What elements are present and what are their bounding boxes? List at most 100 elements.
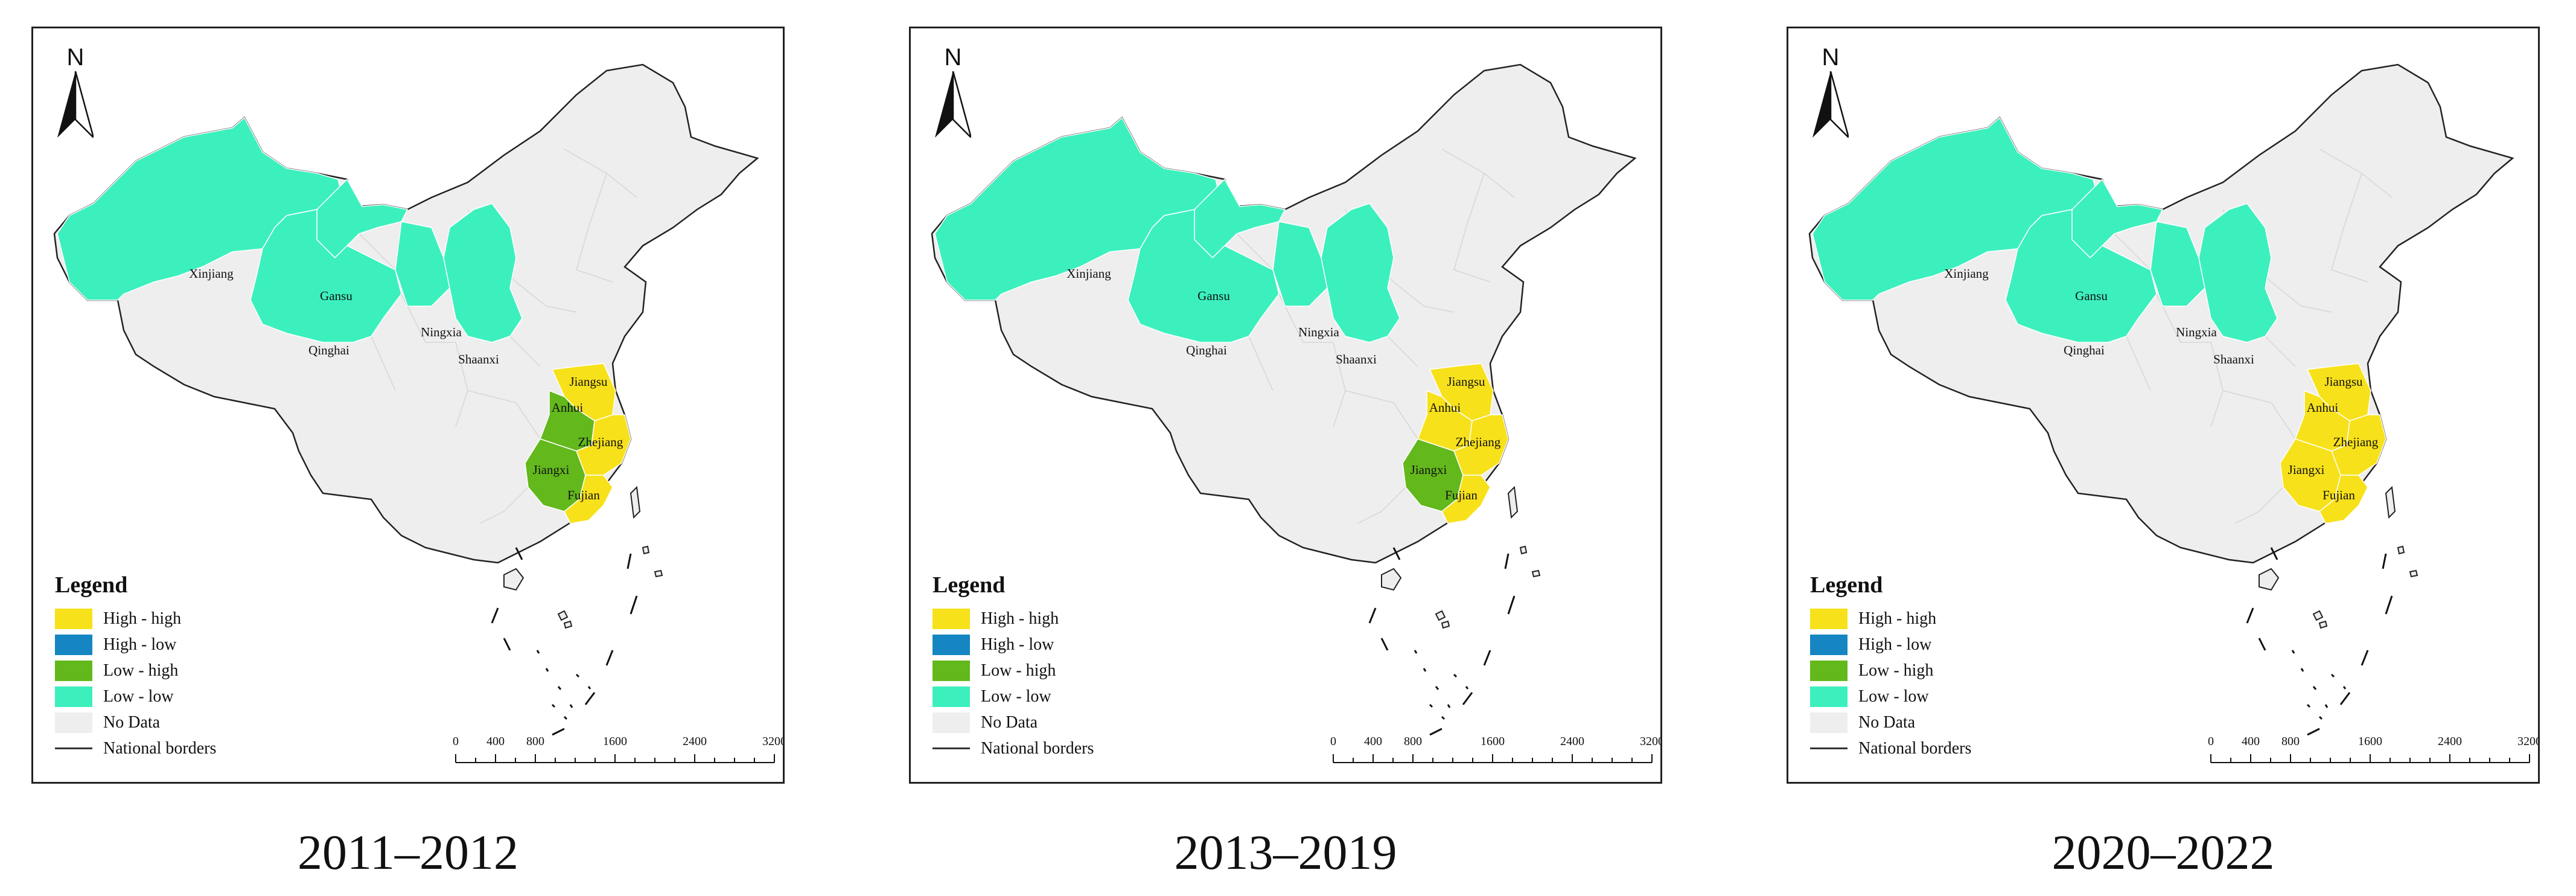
- legend-swatch: [933, 608, 970, 629]
- province-label-jiangsu: Jiangsu: [1447, 374, 1486, 389]
- north-label: N: [66, 44, 84, 71]
- legend-swatch: [55, 608, 92, 629]
- sea-boundary-dash: [2330, 673, 2335, 678]
- province-label-qinghai: Qinghai: [1186, 343, 1227, 357]
- sea-boundary-dash: [605, 650, 614, 666]
- scale-bar-graphic: [2210, 754, 2530, 763]
- north-arrow: N: [57, 44, 95, 141]
- province-label-qinghai: Qinghai: [308, 343, 349, 357]
- scale-tick-label: 400: [2242, 735, 2260, 748]
- legend-label: High - low: [981, 635, 1054, 654]
- sea-boundary-dash: [2318, 715, 2323, 720]
- scale-tick-label: 0: [1330, 735, 1336, 748]
- sea-boundary-dash: [2342, 686, 2347, 690]
- sea-boundary-dash: [515, 547, 523, 560]
- sea-boundary-dash: [626, 553, 632, 569]
- province-shaanxi: [1321, 203, 1400, 343]
- legend-title: Legend: [55, 572, 128, 598]
- north-arrow-icon: [1812, 71, 1851, 141]
- legend-swatch: [933, 660, 970, 681]
- legend-item: High - low: [55, 632, 260, 658]
- north-arrow-icon: [57, 71, 95, 141]
- province-label-shaanxi: Shaanxi: [2213, 352, 2254, 366]
- legend-label: High - high: [1858, 609, 1937, 628]
- scale-tick-label: 0: [453, 735, 459, 748]
- province-shaanxi: [2198, 203, 2278, 343]
- legend-item: High - low: [1810, 632, 2015, 658]
- legend-label: High - low: [1858, 635, 1932, 654]
- legend-title: Legend: [933, 572, 1006, 598]
- legend-swatch: [1810, 686, 1848, 707]
- north-arrow: N: [935, 44, 973, 141]
- sea-boundary-dash: [551, 703, 556, 708]
- sea-boundary-dash: [2270, 547, 2278, 560]
- legend-swatch: [1810, 660, 1848, 681]
- legend-label: High - high: [981, 609, 1059, 628]
- province-boundary: [1453, 269, 1491, 283]
- legend-label: Low - low: [1858, 686, 1929, 706]
- legend: Legend High - high High - low Low - high Low…: [933, 572, 1138, 761]
- sea-boundary-dash: [1462, 692, 1473, 705]
- province-boundary: [2156, 293, 2211, 343]
- scale-tick-label: 3200: [1640, 735, 1662, 748]
- scale-tick-label: 0: [2208, 735, 2214, 748]
- sea-boundary-dash: [575, 673, 580, 678]
- province-boundary: [2234, 487, 2284, 524]
- province-label-fujian: Fujian: [567, 488, 600, 502]
- scale-tick-label: 3200: [2517, 735, 2540, 748]
- province-boundary: [467, 390, 541, 440]
- legend-item: Low - high: [933, 658, 1138, 683]
- sea-boundary-dash: [1483, 650, 1491, 666]
- province-boundary: [401, 293, 456, 343]
- province-label-xinjiang: Xinjiang: [189, 266, 234, 281]
- sea-boundary-dash: [1423, 668, 1427, 672]
- scale-tick-label: 400: [486, 735, 505, 748]
- province-label-anhui: Anhui: [1429, 400, 1461, 415]
- province-zhejiang: [2331, 414, 2386, 476]
- sea-boundary-dash: [2300, 668, 2304, 672]
- province-boundary: [2331, 269, 2368, 283]
- legend-swatch: [1810, 634, 1848, 655]
- sea-boundary-dash: [1435, 686, 1439, 690]
- province-label-gansu: Gansu: [320, 289, 352, 303]
- legend-label: Low - high: [1858, 661, 1934, 680]
- scale-tick-label: 2400: [683, 735, 707, 748]
- north-label: N: [944, 44, 962, 71]
- legend: Legend High - high High - low Low - high Low…: [55, 572, 260, 761]
- scale-tick-label: 1600: [2358, 735, 2382, 748]
- sea-boundary-dash: [503, 638, 511, 651]
- sea-boundary-dash: [1380, 638, 1389, 651]
- province-label-zhejiang: Zhejiang: [1456, 435, 1501, 449]
- panel-caption: 2011–2012: [298, 825, 518, 880]
- north-label: N: [1822, 44, 1840, 71]
- province-fujian: [564, 475, 613, 524]
- province-label-gansu: Gansu: [2075, 289, 2108, 303]
- province-boundary: [2265, 336, 2296, 367]
- province-boundary: [2271, 281, 2332, 313]
- island: [1381, 568, 1402, 591]
- province-label-jiangsu: Jiangsu: [570, 374, 608, 389]
- sea-boundary-dash: [1504, 553, 1510, 569]
- scale-tick-label: 2400: [2438, 735, 2462, 748]
- island: [2312, 610, 2324, 621]
- province-boundary: [371, 336, 396, 391]
- province-label-jiangxi: Jiangxi: [1411, 462, 1447, 477]
- legend-item: High - high: [933, 606, 1138, 632]
- sea-boundary-dash: [1414, 650, 1418, 654]
- legend-swatch: [933, 686, 970, 707]
- province-boundary: [1236, 233, 1274, 270]
- sea-boundary-dash: [545, 668, 549, 672]
- legend-title: Legend: [1810, 572, 1883, 598]
- scale-tick-label: 3200: [762, 735, 785, 748]
- province-boundary: [2331, 173, 2362, 270]
- sea-boundary-dash: [552, 728, 565, 736]
- scale-tick-label: 400: [1364, 735, 1382, 748]
- province-boundary: [515, 281, 577, 313]
- province-boundary: [1393, 281, 1455, 313]
- north-arrow-icon: [935, 71, 973, 141]
- province-label-jiangsu: Jiangsu: [2325, 374, 2364, 389]
- province-label-shaanxi: Shaanxi: [1336, 352, 1377, 366]
- island: [503, 568, 524, 591]
- province-boundary: [1345, 390, 1418, 440]
- sea-boundary-dash: [2307, 728, 2320, 736]
